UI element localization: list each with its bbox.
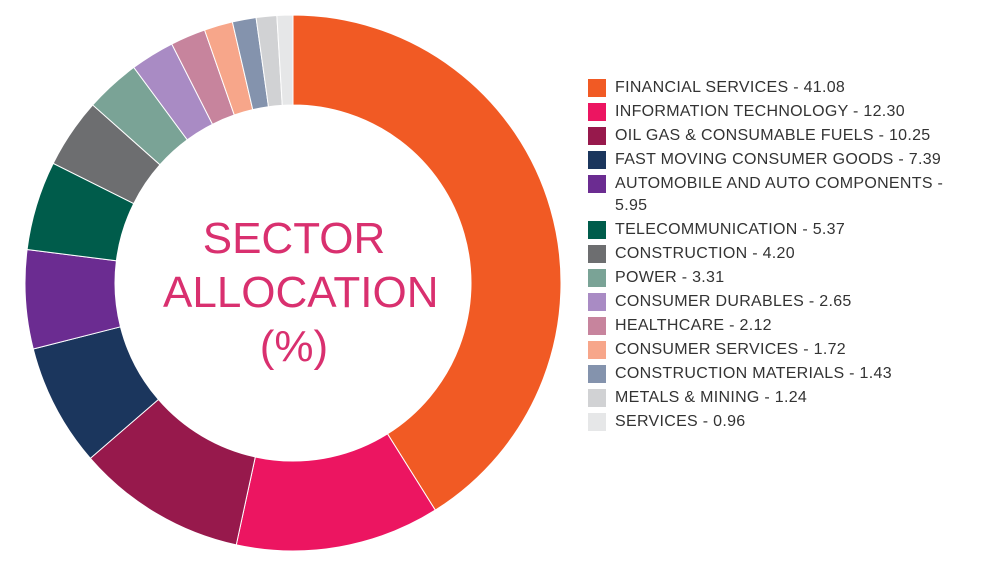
legend-swatch	[588, 365, 606, 383]
legend-swatch	[588, 221, 606, 239]
legend: FINANCIAL SERVICES - 41.08 INFORMATION TE…	[588, 78, 988, 436]
legend-label: CONSTRUCTION MATERIALS - 1.43	[615, 365, 892, 382]
legend-swatch	[588, 151, 606, 169]
legend-item: HEALTHCARE - 2.12	[588, 316, 988, 337]
legend-item: SERVICES - 0.96	[588, 412, 988, 433]
legend-item: OIL GAS & CONSUMABLE FUELS - 10.25	[588, 126, 988, 147]
legend-label: AUTOMOBILE AND AUTO COMPONENTS - 5.95	[615, 175, 944, 214]
legend-item: CONSTRUCTION - 4.20	[588, 244, 988, 265]
legend-item: TELECOMMUNICATION - 5.37	[588, 220, 988, 241]
legend-swatch	[588, 341, 606, 359]
legend-swatch	[588, 413, 606, 431]
chart	[24, 14, 562, 552]
donut-segment	[276, 14, 294, 106]
legend-label: CONSTRUCTION - 4.20	[615, 245, 795, 262]
legend-swatch	[588, 245, 606, 263]
chart-title: SECTOR ALLOCATION (%)	[163, 214, 439, 371]
legend-label: SERVICES - 0.96	[615, 413, 746, 430]
legend-swatch	[588, 175, 606, 193]
legend-item: CONSUMER SERVICES - 1.72	[588, 340, 988, 361]
legend-swatch	[588, 269, 606, 287]
legend-item: INFORMATION TECHNOLOGY - 12.30	[588, 102, 988, 123]
legend-swatch	[588, 317, 606, 335]
legend-label: TELECOMMUNICATION - 5.37	[615, 221, 846, 238]
legend-item: FINANCIAL SERVICES - 41.08	[588, 78, 988, 99]
legend-item: POWER - 3.31	[588, 268, 988, 289]
legend-item: CONSTRUCTION MATERIALS - 1.43	[588, 364, 988, 385]
legend-label: HEALTHCARE - 2.12	[615, 317, 772, 334]
legend-label: CONSUMER DURABLES - 2.65	[615, 293, 852, 310]
legend-label: CONSUMER SERVICES - 1.72	[615, 341, 846, 358]
legend-label: METALS & MINING - 1.24	[615, 389, 808, 406]
legend-swatch	[588, 389, 606, 407]
legend-item: FAST MOVING CONSUMER GOODS - 7.39	[588, 150, 988, 171]
donut-segment	[292, 14, 562, 511]
legend-swatch	[588, 103, 606, 121]
legend-item: METALS & MINING - 1.24	[588, 388, 988, 409]
legend-swatch	[588, 127, 606, 145]
legend-label: FINANCIAL SERVICES - 41.08	[615, 79, 846, 96]
legend-item: AUTOMOBILE AND AUTO COMPONENTS - 5.95	[588, 174, 988, 217]
legend-label: OIL GAS & CONSUMABLE FUELS - 10.25	[615, 127, 931, 144]
legend-swatch	[588, 293, 606, 311]
legend-label: INFORMATION TECHNOLOGY - 12.30	[615, 103, 905, 120]
legend-swatch	[588, 79, 606, 97]
legend-label: POWER - 3.31	[615, 269, 725, 286]
legend-item: CONSUMER DURABLES - 2.65	[588, 292, 988, 313]
legend-label: FAST MOVING CONSUMER GOODS - 7.39	[615, 151, 942, 168]
